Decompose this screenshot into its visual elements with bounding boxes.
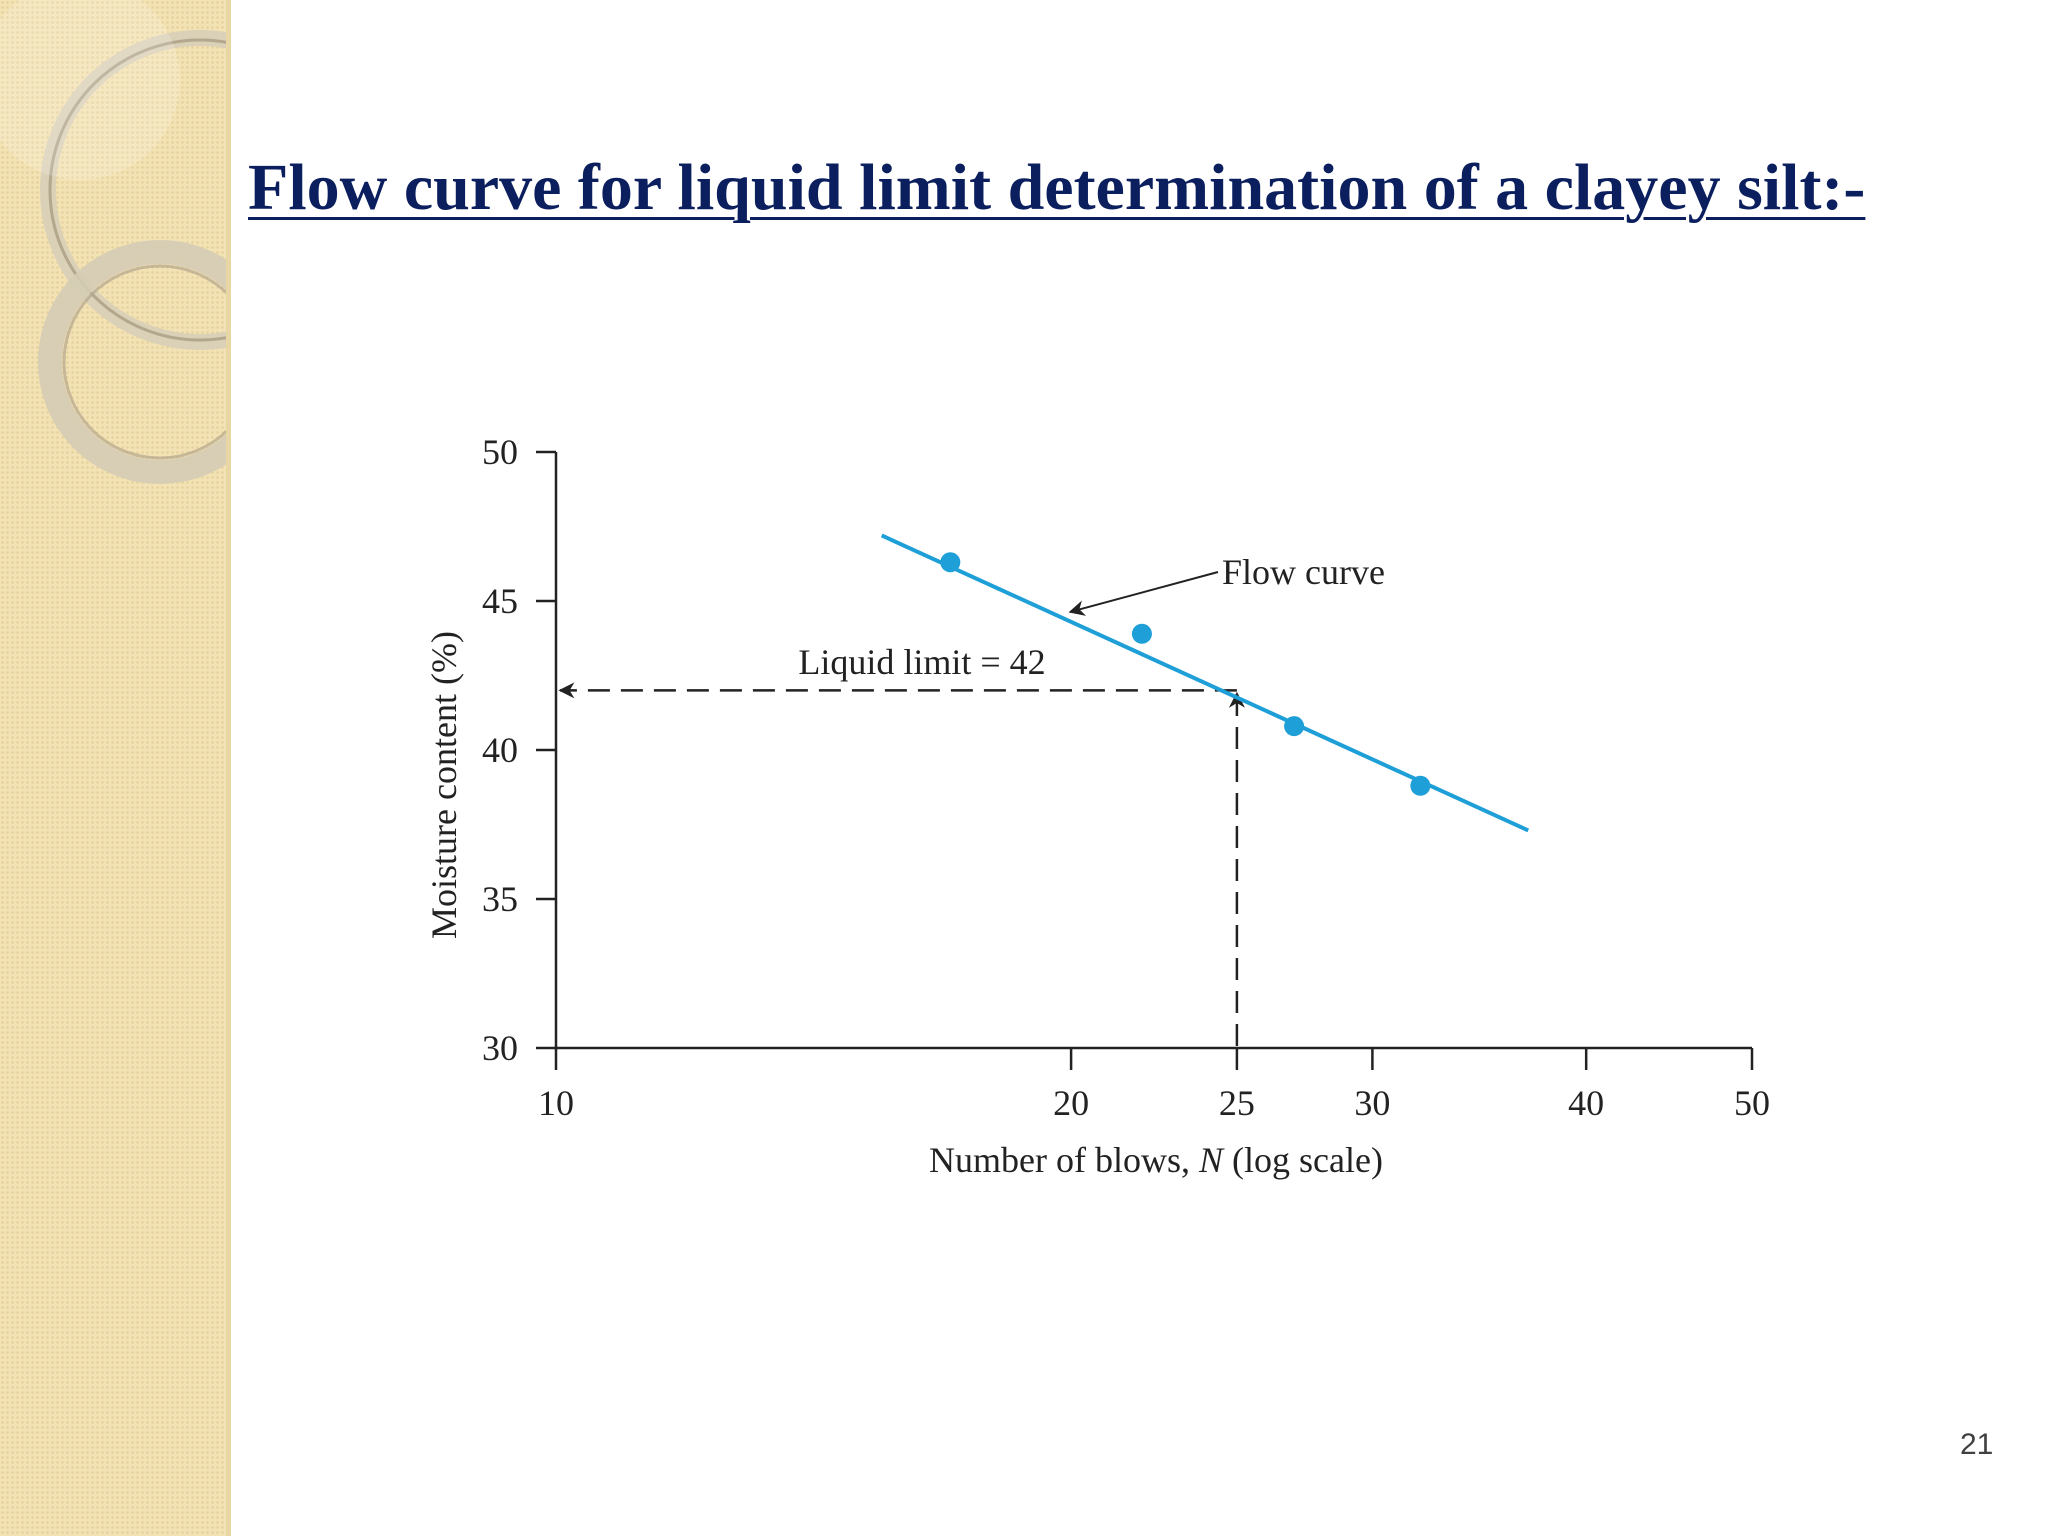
decorative-rings [0, 0, 226, 484]
flow-curve-label: Flow curve [1222, 552, 1385, 592]
x-axis-title-part: N [1198, 1140, 1225, 1180]
x-tick-label-40: 40 [1568, 1083, 1604, 1123]
y-tick-label-45: 45 [482, 581, 518, 621]
y-axis-title: Moisture content (%) [424, 631, 464, 939]
flow-curve-arrow [1068, 571, 1219, 616]
x-tick-label-10: 10 [538, 1083, 574, 1123]
ring-large-outer [40, 30, 226, 350]
ring-small-inner [62, 264, 226, 460]
y-tick-label-50: 50 [482, 432, 518, 472]
x-tick-label-20: 20 [1053, 1083, 1089, 1123]
x-axis-title-part: (log scale) [1223, 1140, 1383, 1180]
x-tick-label-30: 30 [1354, 1083, 1390, 1123]
y-tick-label-35: 35 [482, 879, 518, 919]
slide-title: Flow curve for liquid limit determinatio… [248, 151, 1866, 224]
x-axis-title-part: Number of blows, [929, 1140, 1199, 1180]
page-number: 21 [1960, 1428, 1994, 1461]
x-tick-label-50: 50 [1734, 1083, 1770, 1123]
x-tick-label-25: 25 [1219, 1083, 1255, 1123]
data-point-2 [1131, 623, 1152, 644]
data-point-1 [940, 552, 961, 573]
flow-curve-line [880, 533, 1530, 833]
y-tick-label-30: 30 [482, 1028, 518, 1068]
data-point-4 [1410, 775, 1431, 796]
x-axis-title: Number of blows, N (log scale) [929, 1140, 1383, 1180]
ring-large-inner [48, 38, 226, 342]
y-tick-label-40: 40 [482, 730, 518, 770]
side-panel-edge [226, 0, 231, 1536]
data-point-3 [1284, 716, 1305, 737]
liquid-limit-label: Liquid limit = 42 [798, 642, 1045, 682]
ring-small-outer [38, 240, 226, 484]
ring-highlight [0, 0, 180, 180]
